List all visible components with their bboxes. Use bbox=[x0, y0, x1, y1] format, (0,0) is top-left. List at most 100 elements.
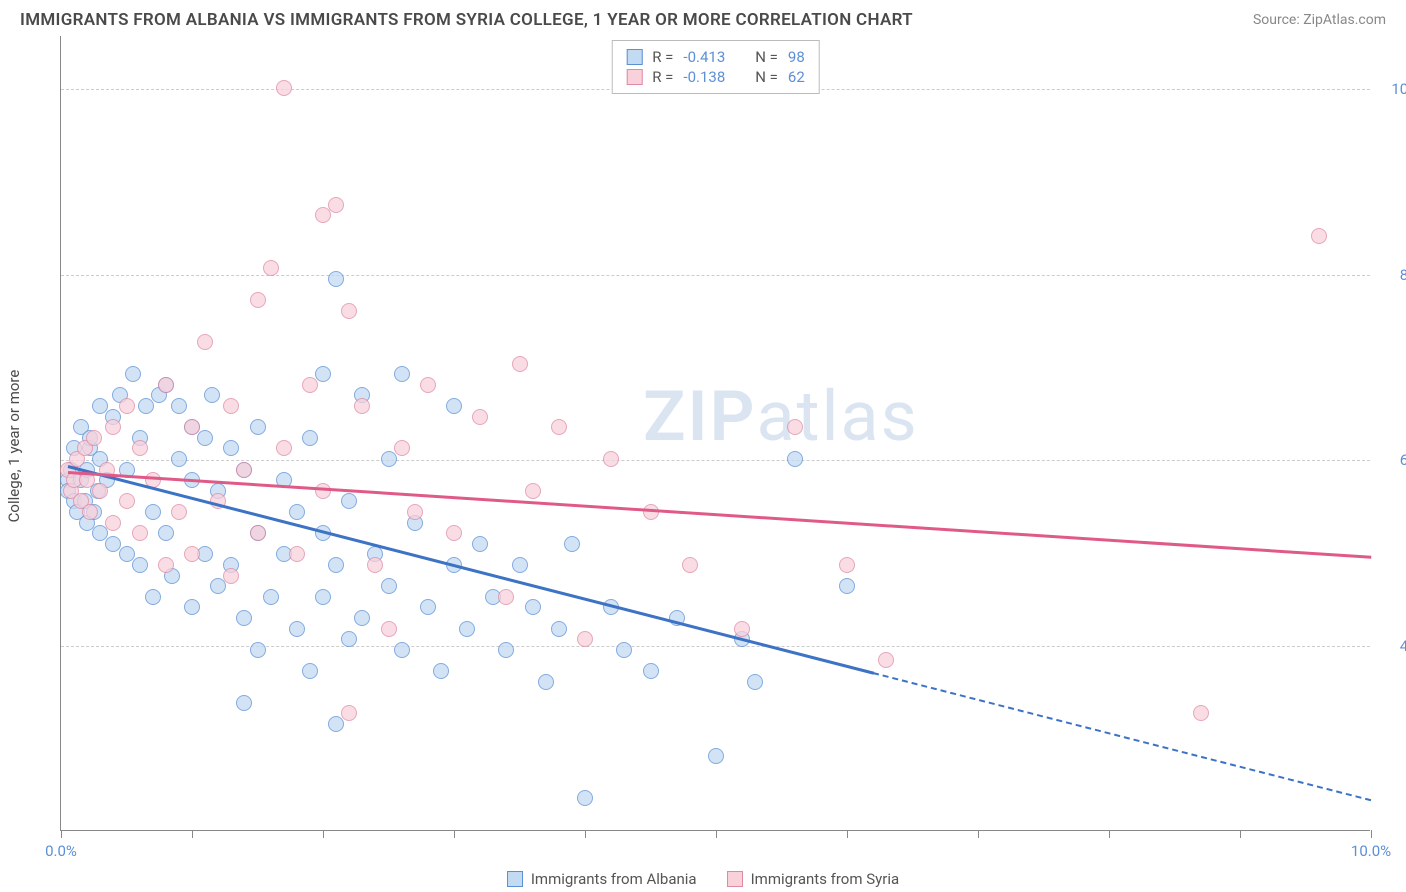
data-point bbox=[197, 334, 213, 350]
data-point bbox=[171, 398, 187, 414]
plot-region: 47.5%65.0%82.5%100.0%0.0%10.0% bbox=[61, 36, 1370, 830]
data-point bbox=[498, 589, 514, 605]
data-point bbox=[184, 419, 200, 435]
legend-series: Immigrants from AlbaniaImmigrants from S… bbox=[0, 870, 1406, 888]
data-point bbox=[341, 493, 357, 509]
data-point bbox=[1193, 705, 1209, 721]
data-point bbox=[223, 398, 239, 414]
data-point bbox=[734, 621, 750, 637]
data-point bbox=[315, 366, 331, 382]
data-point bbox=[119, 398, 135, 414]
data-point bbox=[381, 621, 397, 637]
data-point bbox=[315, 207, 331, 223]
legend-swatch bbox=[626, 69, 642, 85]
data-point bbox=[354, 610, 370, 626]
data-point bbox=[158, 525, 174, 541]
data-point bbox=[132, 557, 148, 573]
data-point bbox=[682, 557, 698, 573]
y-tick-label: 65.0% bbox=[1380, 451, 1406, 469]
data-point bbox=[394, 440, 410, 456]
x-tick bbox=[323, 830, 324, 838]
x-tick-label: 10.0% bbox=[1351, 842, 1391, 860]
x-tick bbox=[1109, 830, 1110, 838]
data-point bbox=[525, 483, 541, 499]
data-point bbox=[125, 366, 141, 382]
data-point bbox=[250, 525, 266, 541]
y-tick-label: 47.5% bbox=[1380, 637, 1406, 655]
data-point bbox=[302, 377, 318, 393]
data-point bbox=[472, 536, 488, 552]
data-point bbox=[250, 642, 266, 658]
x-tick bbox=[61, 830, 62, 838]
y-tick-label: 100.0% bbox=[1380, 80, 1406, 98]
data-point bbox=[184, 599, 200, 615]
data-point bbox=[787, 451, 803, 467]
data-point bbox=[236, 695, 252, 711]
data-point bbox=[145, 589, 161, 605]
data-point bbox=[276, 440, 292, 456]
x-tick bbox=[1240, 830, 1241, 838]
data-point bbox=[564, 536, 580, 552]
r-label: R = bbox=[652, 48, 673, 66]
data-point bbox=[223, 440, 239, 456]
data-point bbox=[643, 504, 659, 520]
x-tick bbox=[585, 830, 586, 838]
data-point bbox=[420, 599, 436, 615]
data-point bbox=[138, 398, 154, 414]
data-point bbox=[498, 642, 514, 658]
data-point bbox=[204, 387, 220, 403]
data-point bbox=[92, 483, 108, 499]
data-point bbox=[433, 663, 449, 679]
data-point bbox=[551, 621, 567, 637]
data-point bbox=[643, 663, 659, 679]
data-point bbox=[394, 642, 410, 658]
data-point bbox=[315, 589, 331, 605]
data-point bbox=[577, 790, 593, 806]
x-tick-label: 0.0% bbox=[45, 842, 77, 860]
data-point bbox=[577, 631, 593, 647]
data-point bbox=[341, 631, 357, 647]
data-point bbox=[512, 356, 528, 372]
data-point bbox=[839, 557, 855, 573]
data-point bbox=[132, 525, 148, 541]
legend-series-label: Immigrants from Syria bbox=[751, 870, 900, 888]
n-label: N = bbox=[755, 68, 778, 86]
data-point bbox=[747, 674, 763, 690]
legend-correlation-row: R =-0.138N =62 bbox=[626, 67, 805, 87]
legend-correlation-row: R =-0.413N =98 bbox=[626, 47, 805, 67]
data-point bbox=[551, 419, 567, 435]
data-point bbox=[328, 197, 344, 213]
data-point bbox=[315, 483, 331, 499]
gridline bbox=[61, 275, 1370, 276]
data-point bbox=[839, 578, 855, 594]
data-point bbox=[210, 578, 226, 594]
data-point bbox=[105, 419, 121, 435]
data-point bbox=[354, 398, 370, 414]
x-tick bbox=[847, 830, 848, 838]
data-point bbox=[302, 430, 318, 446]
data-point bbox=[472, 409, 488, 425]
data-point bbox=[145, 504, 161, 520]
data-point bbox=[1311, 228, 1327, 244]
data-point bbox=[236, 610, 252, 626]
n-label: N = bbox=[755, 48, 778, 66]
x-tick bbox=[1371, 830, 1372, 838]
data-point bbox=[525, 599, 541, 615]
data-point bbox=[367, 557, 383, 573]
chart-title: IMMIGRANTS FROM ALBANIA VS IMMIGRANTS FR… bbox=[20, 10, 913, 30]
data-point bbox=[263, 260, 279, 276]
trend-line-dashed bbox=[873, 672, 1371, 801]
data-point bbox=[276, 80, 292, 96]
data-point bbox=[132, 440, 148, 456]
y-tick-label: 82.5% bbox=[1380, 266, 1406, 284]
data-point bbox=[446, 525, 462, 541]
data-point bbox=[381, 451, 397, 467]
chart-source: Source: ZipAtlas.com bbox=[1253, 12, 1386, 28]
data-point bbox=[289, 504, 305, 520]
legend-swatch bbox=[727, 871, 743, 887]
data-point bbox=[289, 621, 305, 637]
data-point bbox=[787, 419, 803, 435]
r-label: R = bbox=[652, 68, 673, 86]
legend-series-item: Immigrants from Syria bbox=[727, 870, 900, 888]
data-point bbox=[407, 504, 423, 520]
